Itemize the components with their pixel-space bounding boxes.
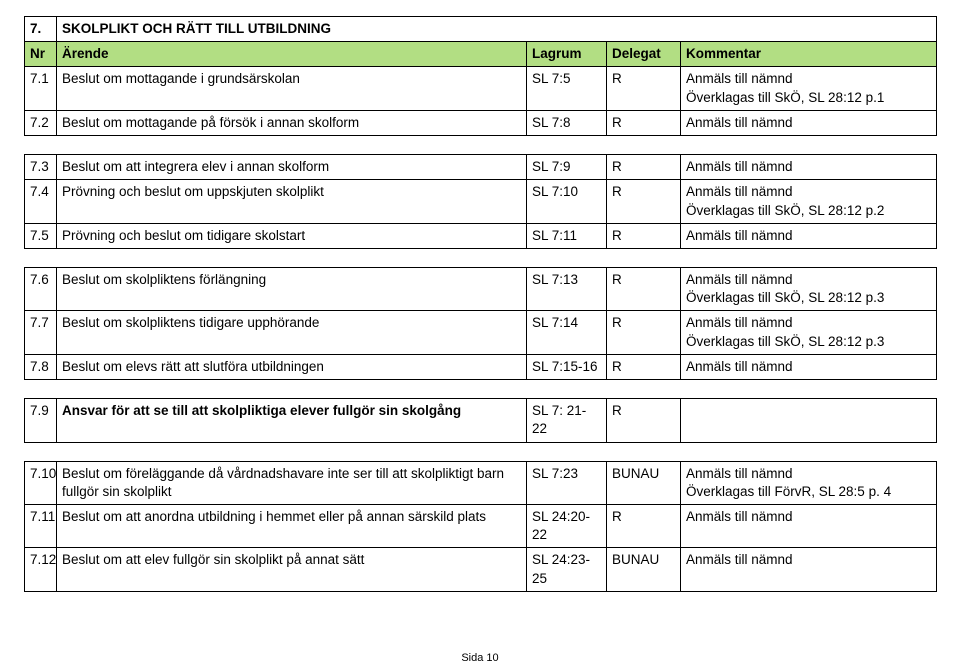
cell-arende: Beslut om mottagande på försök i annan s…: [57, 110, 527, 135]
cell-delegat: R: [607, 311, 681, 354]
cell-lagrum: SL 7:14: [527, 311, 607, 354]
cell-kommentar: Anmäls till nämnd Överklagas till SkÖ, S…: [681, 180, 937, 223]
cell-kommentar: Anmäls till nämnd: [681, 504, 937, 547]
cell-arende: Beslut om skolpliktens tidigare upphöran…: [57, 311, 527, 354]
table-row: 7.12 Beslut om att elev fullgör sin skol…: [25, 548, 937, 591]
cell-arende: Beslut om elevs rätt att slutföra utbild…: [57, 354, 527, 379]
k2: Överklagas till FörvR, SL 28:5 p. 4: [686, 484, 891, 499]
cell-nr: 7.7: [25, 311, 57, 354]
table-row: 7.8 Beslut om elevs rätt att slutföra ut…: [25, 354, 937, 379]
spacer-row: [25, 136, 937, 155]
hdr-arende: Ärende: [57, 42, 527, 67]
cell-lagrum: SL 24:20-22: [527, 504, 607, 547]
k2: Överklagas till SkÖ, SL 28:12 p.2: [686, 203, 884, 218]
cell-nr: 7.5: [25, 223, 57, 248]
cell-kommentar: Anmäls till nämnd: [681, 548, 937, 591]
cell-nr: 7.11: [25, 504, 57, 547]
cell-delegat: BUNAU: [607, 548, 681, 591]
cell-delegat: R: [607, 110, 681, 135]
cell-arende: Beslut om skolpliktens förlängning: [57, 267, 527, 310]
table-row: 7.7 Beslut om skolpliktens tidigare upph…: [25, 311, 937, 354]
cell-lagrum: SL 7:13: [527, 267, 607, 310]
cell-arende: Prövning och beslut om tidigare skolstar…: [57, 223, 527, 248]
cell-nr: 7.3: [25, 155, 57, 180]
spacer-row: [25, 442, 937, 461]
cell-lagrum: SL 7:5: [527, 67, 607, 110]
cell-delegat: R: [607, 180, 681, 223]
cell-delegat: R: [607, 155, 681, 180]
cell-lagrum: SL 7:23: [527, 461, 607, 504]
cell-delegat: R: [607, 399, 681, 442]
k1: Anmäls till nämnd: [686, 184, 793, 199]
cell-nr: 7.6: [25, 267, 57, 310]
table-row: 7.1 Beslut om mottagande i grundsärskola…: [25, 67, 937, 110]
k1: Anmäls till nämnd: [686, 466, 793, 481]
cell-delegat: R: [607, 504, 681, 547]
cell-nr: 7.8: [25, 354, 57, 379]
cell-lagrum: SL 7:8: [527, 110, 607, 135]
table-row: 7.9 Ansvar för att se till att skolplikt…: [25, 399, 937, 442]
cell-arende: Beslut om att anordna utbildning i hemme…: [57, 504, 527, 547]
cell-delegat: R: [607, 223, 681, 248]
cell-nr: 7.1: [25, 67, 57, 110]
hdr-kommentar: Kommentar: [681, 42, 937, 67]
cell-kommentar: Anmäls till nämnd: [681, 155, 937, 180]
hdr-delegat: Delegat: [607, 42, 681, 67]
section-number: 7.: [25, 17, 57, 42]
column-headers: Nr Ärende Lagrum Delegat Kommentar: [25, 42, 937, 67]
cell-kommentar: Anmäls till nämnd Överklagas till SkÖ, S…: [681, 267, 937, 310]
table-row: 7.6 Beslut om skolpliktens förlängning S…: [25, 267, 937, 310]
cell-kommentar: [681, 399, 937, 442]
hdr-lagrum: Lagrum: [527, 42, 607, 67]
cell-arende: Beslut om att elev fullgör sin skolplikt…: [57, 548, 527, 591]
k1: Anmäls till nämnd: [686, 272, 793, 287]
cell-nr: 7.2: [25, 110, 57, 135]
hdr-nr: Nr: [25, 42, 57, 67]
table-row: 7.5 Prövning och beslut om tidigare skol…: [25, 223, 937, 248]
cell-kommentar: Anmäls till nämnd Överklagas till FörvR,…: [681, 461, 937, 504]
k1: Anmäls till nämnd: [686, 315, 793, 330]
cell-delegat: BUNAU: [607, 461, 681, 504]
spacer-row: [25, 380, 937, 399]
cell-nr: 7.4: [25, 180, 57, 223]
k2: Överklagas till SkÖ, SL 28:12 p.1: [686, 90, 884, 105]
cell-delegat: R: [607, 67, 681, 110]
cell-lagrum: SL 7:10: [527, 180, 607, 223]
k1: Anmäls till nämnd: [686, 71, 793, 86]
page-footer: Sida 10: [24, 592, 936, 664]
cell-arende: Beslut om föreläggande då vårdnadshavare…: [57, 461, 527, 504]
spacer-row: [25, 248, 937, 267]
k2: Överklagas till SkÖ, SL 28:12 p.3: [686, 290, 884, 305]
cell-kommentar: Anmäls till nämnd: [681, 223, 937, 248]
cell-arende: Beslut om att integrera elev i annan sko…: [57, 155, 527, 180]
cell-delegat: R: [607, 354, 681, 379]
cell-kommentar: Anmäls till nämnd: [681, 354, 937, 379]
skolplikt-table: 7. SKOLPLIKT OCH RÄTT TILL UTBILDNING Nr…: [24, 16, 937, 592]
table-row: 7.2 Beslut om mottagande på försök i ann…: [25, 110, 937, 135]
cell-arende: Ansvar för att se till att skolpliktiga …: [57, 399, 527, 442]
section-title-row: 7. SKOLPLIKT OCH RÄTT TILL UTBILDNING: [25, 17, 937, 42]
cell-delegat: R: [607, 267, 681, 310]
table-row: 7.10 Beslut om föreläggande då vårdnadsh…: [25, 461, 937, 504]
cell-kommentar: Anmäls till nämnd: [681, 110, 937, 135]
cell-lagrum: SL 24:23-25: [527, 548, 607, 591]
k2: Överklagas till SkÖ, SL 28:12 p.3: [686, 334, 884, 349]
section-title: SKOLPLIKT OCH RÄTT TILL UTBILDNING: [57, 17, 937, 42]
cell-lagrum: SL 7:9: [527, 155, 607, 180]
cell-arende: Prövning och beslut om uppskjuten skolpl…: [57, 180, 527, 223]
cell-nr: 7.12: [25, 548, 57, 591]
cell-kommentar: Anmäls till nämnd Överklagas till SkÖ, S…: [681, 67, 937, 110]
cell-lagrum: SL 7:15-16: [527, 354, 607, 379]
table-row: 7.3 Beslut om att integrera elev i annan…: [25, 155, 937, 180]
cell-lagrum: SL 7:11: [527, 223, 607, 248]
cell-kommentar: Anmäls till nämnd Överklagas till SkÖ, S…: [681, 311, 937, 354]
cell-nr: 7.10: [25, 461, 57, 504]
table-row: 7.11 Beslut om att anordna utbildning i …: [25, 504, 937, 547]
cell-arende: Beslut om mottagande i grundsärskolan: [57, 67, 527, 110]
cell-nr: 7.9: [25, 399, 57, 442]
table-row: 7.4 Prövning och beslut om uppskjuten sk…: [25, 180, 937, 223]
cell-lagrum: SL 7: 21-22: [527, 399, 607, 442]
